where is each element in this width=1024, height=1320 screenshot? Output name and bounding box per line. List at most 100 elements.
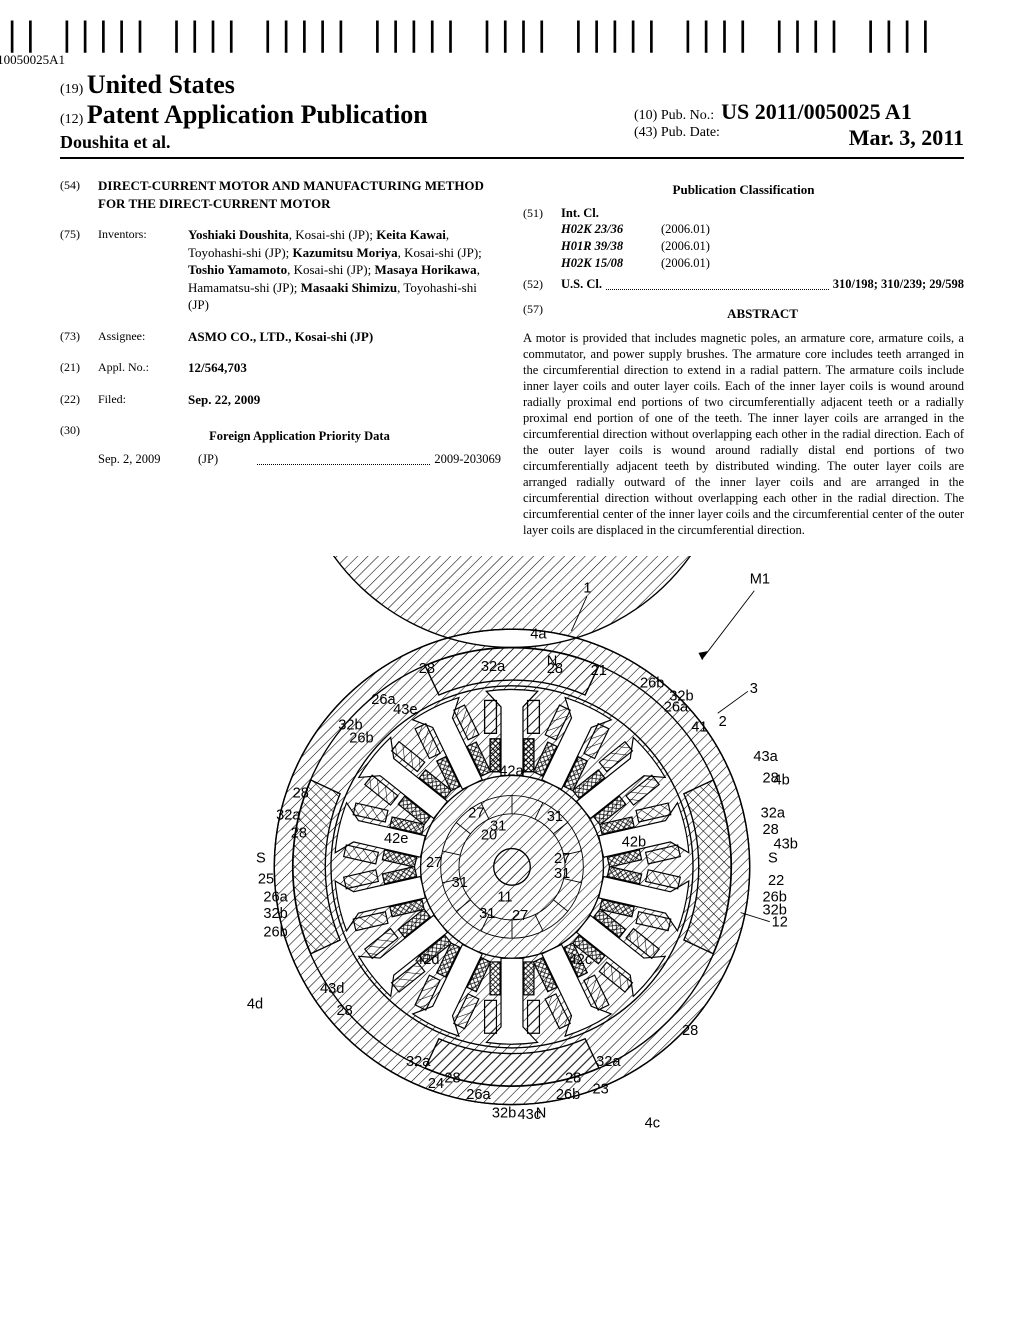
fig-label-32b: 32b	[763, 903, 787, 919]
authors-line: Doushita et al.	[60, 132, 428, 153]
fig-label-31: 31	[479, 907, 495, 923]
fig-label-42e: 42e	[384, 832, 408, 848]
dotted-leader	[606, 276, 829, 290]
fig-label-43c: 43c	[517, 1108, 541, 1124]
fig-label-28: 28	[547, 661, 563, 677]
motor-cross-section-figure: M1 1 4a 4b 4c 4d 3 2 12 S S N N 20 11 21…	[192, 556, 832, 1141]
fig-label-26a: 26a	[466, 1088, 491, 1104]
abstract-head: ABSTRACT	[561, 305, 964, 323]
fig-label-26b: 26b	[263, 925, 287, 941]
foreign-country: (JP)	[198, 451, 253, 468]
fig-label-43d: 43d	[320, 981, 344, 997]
inventors-label: Inventors:	[98, 226, 188, 314]
fig-label-42b: 42b	[622, 835, 646, 851]
fig-label-41: 41	[691, 720, 707, 736]
fig-label-42d: 42d	[415, 952, 439, 968]
fig-label-27: 27	[468, 806, 484, 822]
code-54: (54)	[60, 177, 98, 212]
foreign-date: Sep. 2, 2009	[98, 451, 198, 468]
foreign-priority-block: (30) Foreign Application Priority Data S…	[60, 422, 501, 468]
assignee-label: Assignee:	[98, 328, 188, 346]
fig-label-32b: 32b	[492, 1106, 516, 1122]
pubno-label: Pub. No.:	[661, 108, 714, 123]
code-51: (51)	[523, 205, 561, 222]
fig-label-3: 3	[750, 682, 758, 698]
fig-label-26a: 26a	[263, 890, 288, 906]
patent-header: (19) United States (12) Patent Applicati…	[60, 70, 964, 159]
biblio-right-col: Publication Classification (51) Int. Cl.…	[523, 177, 964, 538]
barcode-label: US 20110050025A1	[0, 52, 934, 68]
code-10: (10)	[634, 108, 657, 123]
biblio-columns: (54) DIRECT-CURRENT MOTOR AND MANUFACTUR…	[60, 177, 964, 538]
abstract-text: A motor is provided that includes magnet…	[523, 330, 964, 538]
fig-label-32b: 32b	[263, 907, 287, 923]
fig-label-24: 24	[428, 1077, 444, 1093]
fig-label-32a: 32a	[406, 1055, 431, 1071]
figure-area: M1 1 4a 4b 4c 4d 3 2 12 S S N N 20 11 21…	[60, 556, 964, 1146]
code-75: (75)	[60, 226, 98, 314]
fig-label-4d: 4d	[247, 997, 263, 1013]
code-52: (52)	[523, 276, 561, 293]
publication-type: Patent Application Publication	[87, 100, 428, 129]
fig-label-28: 28	[565, 1071, 581, 1087]
fig-label-S-right: S	[768, 851, 778, 867]
barcode-glyph: ||||| |||||| || |||||| |||| |||| ||||| |…	[0, 18, 934, 50]
filed-value: Sep. 22, 2009	[188, 391, 501, 409]
fig-label-2: 2	[719, 715, 727, 731]
fig-label-31: 31	[554, 866, 570, 882]
fig-label-26b: 26b	[640, 676, 664, 692]
fig-label-28: 28	[444, 1071, 460, 1087]
fig-label-31: 31	[490, 819, 506, 835]
intcl-row: H02K 15/08(2006.01)	[523, 255, 964, 272]
code-73: (73)	[60, 328, 98, 346]
fig-label-27: 27	[426, 855, 442, 871]
code-57: (57)	[523, 301, 561, 329]
fig-label-27: 27	[512, 908, 528, 924]
dotted-leader	[257, 451, 430, 465]
fig-label-21: 21	[591, 663, 607, 679]
code-22: (22)	[60, 391, 98, 409]
fig-label-27: 27	[554, 852, 570, 868]
fig-label-28: 28	[419, 661, 435, 677]
fig-label-26b: 26b	[556, 1088, 580, 1104]
intcl-rows: H02K 23/36(2006.01)H01R 39/38(2006.01)H0…	[523, 221, 964, 272]
fig-label-1: 1	[583, 581, 591, 597]
foreign-appnum: 2009-203069	[434, 451, 501, 468]
code-12: (12)	[60, 112, 83, 127]
code-19: (19)	[60, 82, 83, 97]
fig-label-23: 23	[592, 1082, 608, 1098]
header-right: (10) Pub. No.: US 2011/0050025 A1 (43) P…	[634, 99, 964, 153]
inventors-list: Yoshiaki Doushita, Kosai-shi (JP); Keita…	[188, 226, 501, 314]
invention-title: DIRECT-CURRENT MOTOR AND MANUFACTURING M…	[98, 177, 501, 212]
fig-label-28: 28	[763, 822, 779, 838]
filed-field: (22) Filed: Sep. 22, 2009	[60, 391, 501, 409]
applno-value: 12/564,703	[188, 359, 501, 377]
fig-label-31: 31	[547, 810, 563, 826]
country-name: United States	[87, 70, 235, 99]
fig-label-26b: 26b	[349, 731, 373, 747]
fig-label-43e: 43e	[393, 703, 417, 719]
uscl-label: U.S. Cl.	[561, 276, 602, 293]
fig-label-22: 22	[768, 874, 784, 890]
fig-label-32a: 32a	[276, 808, 301, 824]
code-30: (30)	[60, 422, 98, 445]
header-left: (19) United States (12) Patent Applicati…	[60, 70, 428, 153]
intcl-row: H02K 23/36(2006.01)	[523, 221, 964, 238]
intcl-label: Int. Cl.	[561, 205, 599, 222]
fig-label-11: 11	[497, 890, 512, 906]
fig-label-M1: M1	[750, 572, 770, 588]
fig-label-28: 28	[336, 1003, 352, 1019]
publication-number: US 2011/0050025 A1	[721, 99, 912, 124]
inventors-field: (75) Inventors: Yoshiaki Doushita, Kosai…	[60, 226, 501, 314]
fig-label-25: 25	[258, 872, 274, 888]
fig-label-26a-2: 26a	[664, 700, 689, 716]
applno-label: Appl. No.:	[98, 359, 188, 377]
fig-label-S-left: S	[256, 851, 266, 867]
fig-label-32a: 32a	[761, 806, 786, 822]
fig-label-42c: 42c	[569, 952, 593, 968]
applno-field: (21) Appl. No.: 12/564,703	[60, 359, 501, 377]
fig-label-28: 28	[293, 786, 309, 802]
intcl-row: H01R 39/38(2006.01)	[523, 238, 964, 255]
uscl-row: (52) U.S. Cl. 310/198; 310/239; 29/598	[523, 276, 964, 293]
fig-label-32a: 32a	[481, 660, 506, 676]
